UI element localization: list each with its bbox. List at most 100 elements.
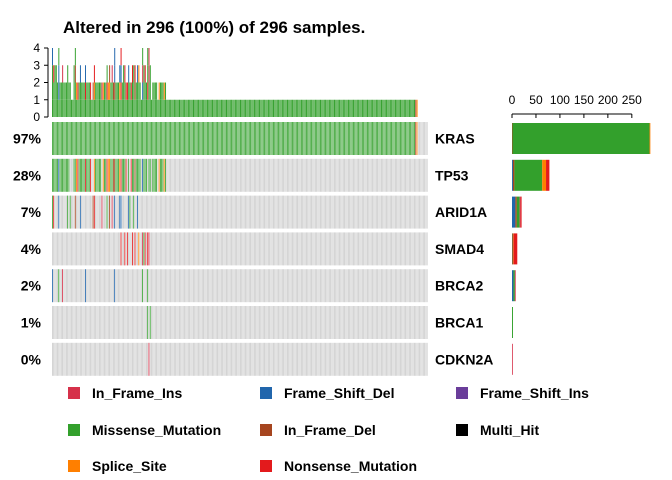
mutation-cell bbox=[154, 158, 156, 192]
empty-cell bbox=[112, 269, 114, 303]
empty-cell bbox=[312, 232, 314, 266]
empty-cell bbox=[139, 232, 141, 266]
empty-cell bbox=[223, 195, 225, 229]
top-bar-segment bbox=[92, 82, 94, 100]
empty-cell bbox=[397, 306, 399, 339]
empty-cell bbox=[185, 232, 187, 266]
top-bar-segment bbox=[400, 99, 402, 117]
empty-cell bbox=[72, 195, 74, 229]
empty-cell bbox=[189, 306, 191, 339]
mutation-cell bbox=[97, 158, 99, 192]
empty-cell bbox=[264, 195, 265, 229]
empty-cell bbox=[57, 306, 58, 339]
empty-cell bbox=[323, 342, 325, 376]
empty-cell bbox=[209, 342, 211, 376]
empty-cell bbox=[406, 195, 408, 229]
empty-cell bbox=[346, 269, 348, 303]
empty-cell bbox=[132, 342, 133, 376]
mutation-cell bbox=[81, 158, 83, 192]
mutation-cell bbox=[351, 122, 353, 155]
top-bar-segment bbox=[78, 82, 80, 100]
empty-cell bbox=[156, 232, 157, 266]
empty-cell bbox=[391, 232, 392, 266]
mutation-cell bbox=[142, 158, 144, 192]
mutation-cell bbox=[290, 122, 292, 155]
top-bar-segment bbox=[116, 99, 118, 117]
empty-cell bbox=[293, 306, 295, 339]
empty-cell bbox=[143, 195, 145, 229]
empty-cell bbox=[110, 232, 112, 266]
gene-row-brca1 bbox=[52, 306, 428, 339]
empty-cell bbox=[236, 306, 238, 339]
empty-cell bbox=[163, 195, 165, 229]
empty-cell bbox=[266, 195, 268, 229]
top-bar-segment bbox=[288, 99, 290, 117]
empty-cell bbox=[415, 158, 417, 192]
top-bar-segment bbox=[253, 99, 255, 117]
empty-cell bbox=[220, 306, 222, 339]
empty-cell bbox=[255, 232, 257, 266]
empty-cell bbox=[173, 158, 175, 192]
top-bar-segment bbox=[134, 99, 136, 117]
empty-cell bbox=[328, 269, 330, 303]
empty-cell bbox=[76, 195, 77, 229]
empty-cell bbox=[323, 195, 325, 229]
empty-cell bbox=[241, 269, 243, 303]
empty-cell bbox=[307, 306, 309, 339]
empty-cell bbox=[318, 342, 320, 376]
empty-cell bbox=[396, 342, 398, 376]
empty-cell bbox=[383, 306, 385, 339]
empty-cell bbox=[351, 158, 353, 192]
empty-cell bbox=[421, 269, 423, 303]
empty-cell bbox=[241, 342, 243, 376]
top-bar-segment bbox=[199, 99, 201, 117]
empty-cell bbox=[157, 195, 159, 229]
empty-cell bbox=[312, 158, 314, 192]
empty-cell bbox=[307, 342, 309, 376]
empty-cell bbox=[199, 342, 201, 376]
mutation-cell bbox=[142, 232, 144, 266]
empty-cell bbox=[425, 122, 427, 155]
empty-cell bbox=[350, 158, 352, 192]
empty-cell bbox=[382, 195, 384, 229]
empty-cell bbox=[175, 195, 177, 229]
legend-label: Multi_Hit bbox=[480, 422, 539, 438]
empty-cell bbox=[77, 195, 79, 229]
top-bar-segment bbox=[325, 99, 327, 117]
empty-cell bbox=[234, 269, 236, 303]
top-bar-segment bbox=[125, 82, 127, 100]
empty-cell bbox=[190, 306, 192, 339]
empty-cell bbox=[363, 195, 365, 229]
empty-cell bbox=[393, 269, 395, 303]
mutation-cell bbox=[359, 122, 361, 155]
empty-cell bbox=[284, 342, 286, 376]
empty-cell bbox=[276, 232, 278, 266]
empty-cell bbox=[109, 269, 110, 303]
mutation-cell bbox=[311, 122, 312, 155]
empty-cell bbox=[382, 306, 384, 339]
empty-cell bbox=[215, 232, 217, 266]
empty-cell bbox=[411, 342, 413, 376]
top-bar-segment bbox=[116, 82, 118, 100]
empty-cell bbox=[314, 158, 316, 192]
mutation-cell bbox=[388, 122, 390, 155]
mutation-cell bbox=[116, 122, 118, 155]
top-bar-segment bbox=[146, 82, 147, 100]
empty-cell bbox=[334, 158, 335, 192]
empty-cell bbox=[276, 306, 278, 339]
empty-cell bbox=[182, 195, 184, 229]
mutation-cell bbox=[153, 158, 155, 192]
empty-cell bbox=[172, 158, 174, 192]
top-bar-segment bbox=[85, 82, 86, 100]
mutation-cell bbox=[181, 122, 183, 155]
mutation-cell bbox=[92, 195, 94, 229]
empty-cell bbox=[260, 195, 262, 229]
empty-cell bbox=[316, 342, 318, 376]
empty-cell bbox=[116, 342, 118, 376]
top-bar-segment bbox=[303, 99, 305, 117]
mutation-cell bbox=[198, 122, 199, 155]
empty-cell bbox=[69, 232, 71, 266]
empty-cell bbox=[398, 306, 400, 339]
mutation-cell bbox=[67, 158, 69, 192]
empty-cell bbox=[403, 158, 405, 192]
